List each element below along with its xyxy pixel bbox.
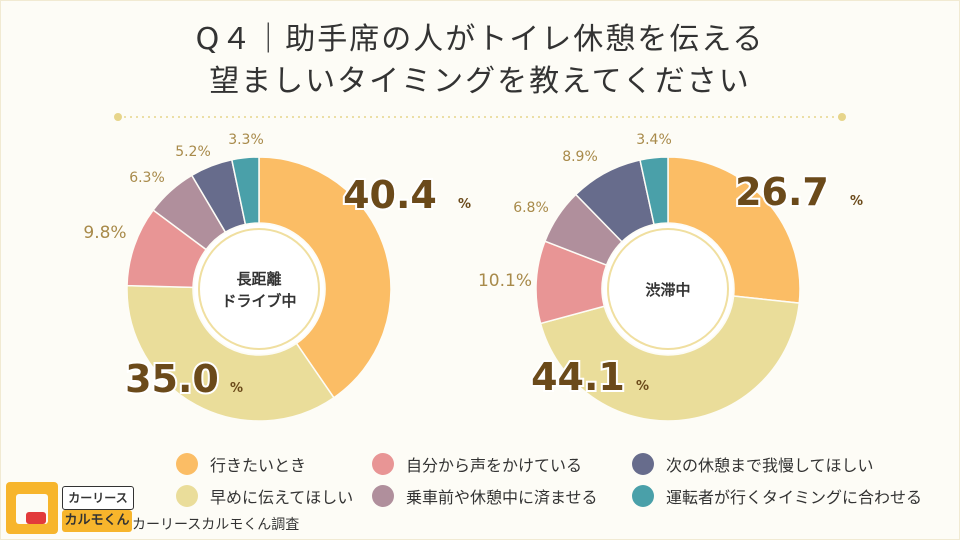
car-icon bbox=[26, 512, 46, 524]
data-label-small: 8.9% bbox=[562, 149, 598, 165]
donut-slice bbox=[539, 295, 801, 422]
data-label-percent: % bbox=[636, 379, 649, 394]
data-label-small: 3.4% bbox=[636, 132, 672, 148]
donut-center-label: ドライブ中 bbox=[221, 292, 296, 310]
brand-top-label: カーリース bbox=[62, 486, 134, 510]
donut-hole bbox=[194, 224, 324, 354]
brand-bottom-label: カルモくん bbox=[62, 510, 132, 532]
donut-slice bbox=[230, 156, 260, 226]
legend-label: 運転者が行くタイミングに合わせる bbox=[666, 488, 923, 507]
donut-hole-ring bbox=[607, 228, 729, 350]
data-label-small: 6.3% bbox=[129, 170, 165, 186]
donut-slice bbox=[639, 156, 669, 226]
legend-item: 早めに伝えてほしい bbox=[176, 484, 353, 508]
donut-center-label: 長距離 bbox=[236, 270, 281, 288]
data-label-percent: % bbox=[850, 194, 863, 209]
legend-label: 自分から声をかけている bbox=[406, 456, 583, 475]
legend-swatch bbox=[176, 453, 198, 475]
chart-title-line-1: Q４｜助手席の人がトイレ休憩を伝える bbox=[195, 22, 765, 57]
legend-label: 次の休憩まで我慢してほしい bbox=[666, 456, 874, 475]
legend: 行きたいとき 自分から声をかけている 次の休憩まで我慢してほしい 早めに伝えてほ… bbox=[0, 448, 960, 518]
donut-hole-ring bbox=[198, 228, 320, 350]
data-label-small: 10.1% bbox=[478, 271, 532, 291]
data-label-percent: % bbox=[230, 381, 243, 396]
data-label-large: 40.4 bbox=[343, 173, 437, 217]
legend-item: 運転者が行くタイミングに合わせる bbox=[632, 484, 922, 508]
legend-item: 次の休憩まで我慢してほしい bbox=[632, 452, 874, 476]
survey-source: カーリースカルモくん調査 bbox=[132, 517, 300, 533]
legend-swatch bbox=[632, 453, 654, 475]
donut-slice bbox=[126, 284, 335, 422]
donut-slice bbox=[667, 156, 801, 304]
brand-mark-icon bbox=[6, 482, 58, 534]
legend-item: 乗車前や休憩中に済ませる bbox=[372, 484, 598, 508]
data-label-small: 6.8% bbox=[513, 200, 549, 216]
data-label-large: 44.1 bbox=[531, 355, 625, 399]
data-label-small: 5.2% bbox=[175, 144, 211, 160]
legend-swatch bbox=[372, 485, 394, 507]
data-label-large: 35.0 bbox=[125, 357, 219, 401]
donut-hole bbox=[603, 224, 733, 354]
donut-center-label: 渋滞中 bbox=[645, 281, 690, 299]
legend-swatch bbox=[632, 485, 654, 507]
data-label-large: 26.7 bbox=[735, 170, 829, 214]
legend-swatch bbox=[372, 453, 394, 475]
title-divider bbox=[114, 113, 846, 121]
chart-title-line-2: 望ましいタイミングを教えてください bbox=[209, 64, 751, 99]
legend-label: 早めに伝えてほしい bbox=[210, 488, 354, 507]
data-label-small: 3.3% bbox=[228, 132, 264, 148]
legend-swatch bbox=[176, 485, 198, 507]
legend-label: 行きたいとき bbox=[210, 456, 307, 475]
data-label-percent: % bbox=[458, 197, 471, 212]
brand-logo: カーリース カルモくん bbox=[6, 482, 146, 536]
legend-item: 自分から声をかけている bbox=[372, 452, 582, 476]
legend-label: 乗車前や休憩中に済ませる bbox=[406, 488, 598, 507]
legend-item: 行きたいとき bbox=[176, 452, 306, 476]
donut-slice bbox=[258, 156, 392, 399]
data-label-small: 9.8% bbox=[83, 223, 126, 243]
